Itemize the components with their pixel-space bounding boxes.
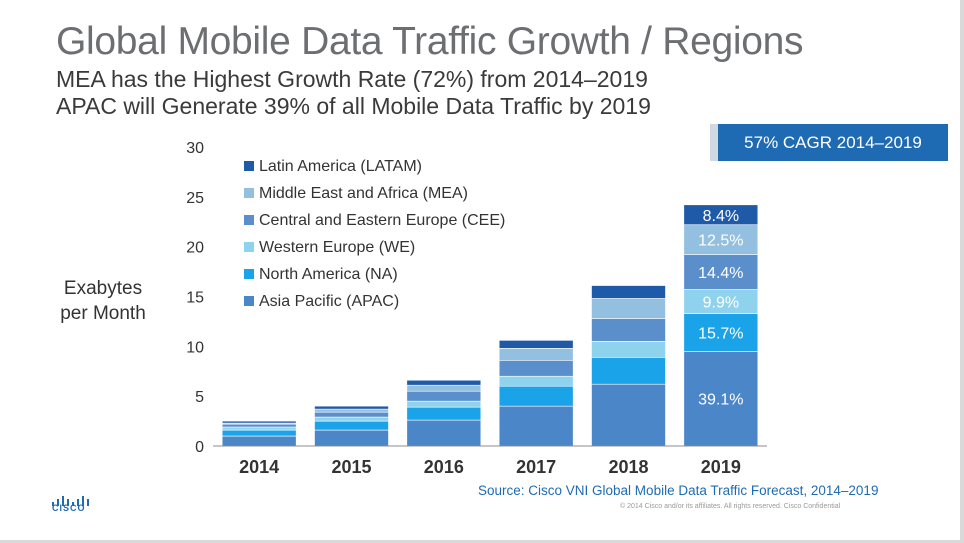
bar-segment-we-2015 (314, 416, 389, 422)
y-tick-label: 25 (186, 190, 204, 207)
source-note: Source: Cisco VNI Global Mobile Data Tra… (478, 483, 879, 498)
cagr-badge-edge (710, 124, 718, 161)
legend-swatch-apac (244, 296, 254, 306)
bar-segment-we-2018 (591, 341, 666, 358)
bar-segment-apac-2018 (591, 383, 666, 447)
bar-segment-na-2018 (591, 356, 666, 385)
legend-swatch-we (244, 242, 254, 252)
y-axis-label: Exabytes per Month (48, 276, 158, 326)
slide-subtitle-1: MEA has the Highest Growth Rate (72%) fr… (56, 66, 648, 92)
bar-segment-mea-2018 (591, 298, 666, 319)
legend-label-mea: Middle East and Africa (MEA) (259, 185, 468, 202)
legend-label-we: Western Europe (WE) (259, 239, 415, 256)
copyright-note: © 2014 Cisco and/or its affiliates. All … (620, 503, 841, 510)
bar-segment-cee-2019 (683, 254, 759, 290)
y-tick-label: 5 (195, 389, 204, 406)
bar-segment-cee-2018 (591, 318, 666, 342)
bar-segment-latam-2016 (406, 379, 482, 386)
bar-segment-cee-2015 (314, 411, 389, 418)
bar-segment-we-2016 (406, 400, 482, 408)
bar-segment-mea-2019 (683, 224, 759, 255)
y-tick-label: 0 (195, 439, 204, 456)
cisco-logo-text: CISCO (52, 503, 86, 513)
bar-segment-apac-2017 (498, 405, 574, 447)
x-tick-label: 2016 (424, 457, 464, 477)
bar-segment-latam-2014 (221, 420, 297, 424)
data-label-we: 9.9% (703, 294, 739, 311)
bar-segment-latam-2019 (683, 204, 759, 226)
y-axis-label-line-1: Exabytes (63, 278, 143, 299)
x-tick-label: 2017 (516, 457, 556, 477)
bar-segment-apac-2016 (406, 419, 482, 447)
bar-segment-latam-2017 (498, 340, 574, 349)
legend-swatch-na (244, 269, 254, 279)
bar-segment-apac-2015 (314, 429, 389, 447)
legend-label-apac: Asia Pacific (APAC) (259, 293, 399, 310)
legend-swatch-cee (244, 215, 254, 225)
legend-label-latam: Latin America (LATAM) (259, 158, 422, 175)
bar-segment-latam-2018 (591, 285, 666, 299)
data-label-na: 15.7% (698, 325, 743, 342)
bar-segment-latam-2015 (314, 405, 389, 410)
x-tick-label: 2019 (701, 457, 741, 477)
y-tick-label: 30 (186, 140, 204, 157)
legend-swatch-latam (244, 161, 254, 171)
slide-subtitle-2: APAC will Generate 39% of all Mobile Dat… (56, 93, 651, 119)
bar-segment-na-2017 (498, 385, 574, 407)
bar-segment-mea-2017 (498, 348, 574, 361)
cisco-logo-icon (52, 496, 89, 506)
data-label-mea: 12.5% (698, 233, 743, 250)
slide-frame-bottom (0, 540, 964, 543)
bar-segment-na-2019 (683, 313, 759, 352)
y-axis-label-line-2: per Month (60, 303, 146, 324)
bar-segment-cee-2016 (406, 390, 482, 402)
bar-segment-apac-2014 (221, 435, 297, 447)
data-label-apac: 39.1% (698, 392, 743, 409)
legend-swatch-mea (244, 188, 254, 198)
cagr-badge: 57% CAGR 2014–2019 (718, 124, 948, 161)
x-tick-label: 2018 (608, 457, 648, 477)
x-tick-label: 2015 (331, 457, 371, 477)
bar-segment-mea-2016 (406, 384, 482, 392)
bar-segment-mea-2015 (314, 408, 389, 413)
data-label-latam: 8.4% (703, 208, 739, 225)
data-label-cee: 14.4% (698, 265, 743, 282)
bar-segment-cee-2014 (221, 423, 297, 428)
bar-segment-we-2014 (221, 426, 297, 431)
bar-segment-cee-2017 (498, 359, 574, 377)
bar-segment-na-2014 (221, 429, 297, 437)
legend-label-cee: Central and Eastern Europe (CEE) (259, 212, 505, 229)
bar-segment-we-2017 (498, 375, 574, 387)
y-tick-label: 15 (186, 290, 204, 307)
slide-frame-right (960, 0, 964, 543)
slide-title: Global Mobile Data Traffic Growth / Regi… (56, 20, 804, 63)
y-tick-label: 10 (186, 339, 204, 356)
bar-segment-apac-2019 (683, 351, 759, 447)
x-tick-label: 2014 (239, 457, 279, 477)
legend-label-na: North America (NA) (259, 266, 398, 283)
bar-segment-na-2016 (406, 406, 482, 421)
bar-segment-na-2015 (314, 420, 389, 431)
y-tick-label: 20 (186, 240, 204, 257)
